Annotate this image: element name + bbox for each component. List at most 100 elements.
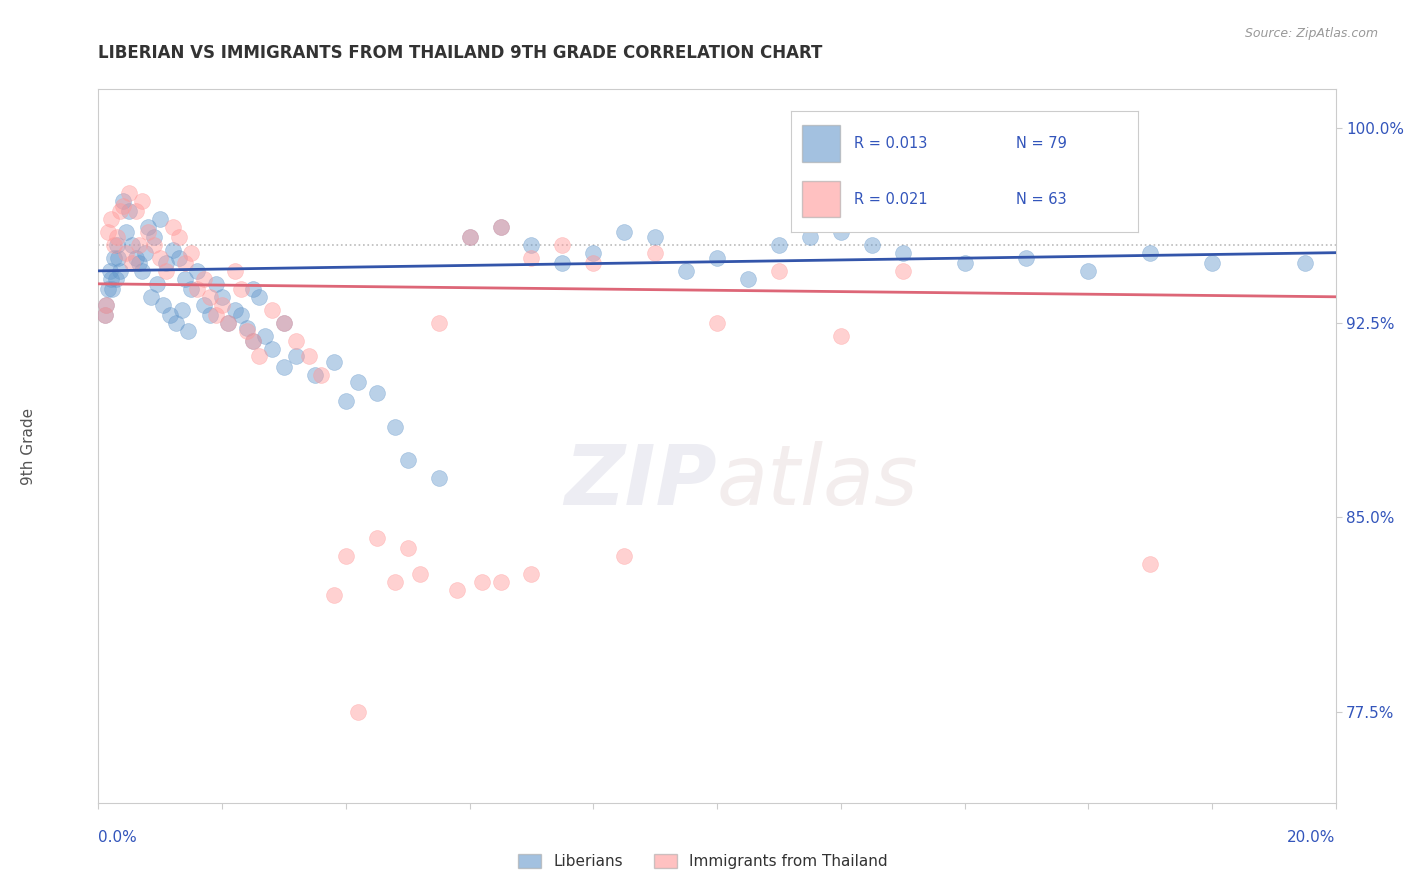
Point <box>322 588 344 602</box>
Point <box>131 264 153 278</box>
Point <box>891 264 914 278</box>
Point <box>396 541 419 556</box>
Point <box>139 290 162 304</box>
Point <box>285 334 308 348</box>
Point <box>224 264 246 278</box>
Point <box>551 238 574 252</box>
Point <box>675 264 697 278</box>
Point <box>830 225 852 239</box>
Point <box>891 245 914 260</box>
Point <box>98 264 121 278</box>
Point <box>737 271 759 285</box>
Point <box>136 219 159 234</box>
Point <box>180 282 202 296</box>
Point <box>115 225 138 239</box>
Point <box>1077 264 1099 278</box>
Point <box>396 453 419 467</box>
Point <box>103 238 125 252</box>
Point <box>242 334 264 348</box>
Point <box>1139 245 1161 260</box>
Point <box>768 238 790 252</box>
Point <box>520 238 543 252</box>
Point <box>112 199 135 213</box>
Point <box>217 316 239 330</box>
Point <box>159 308 181 322</box>
Point <box>155 256 177 270</box>
Point <box>613 549 636 564</box>
Point <box>304 368 326 382</box>
Point <box>242 334 264 348</box>
Text: Source: ZipAtlas.com: Source: ZipAtlas.com <box>1244 27 1378 40</box>
Point <box>236 324 259 338</box>
Point <box>224 302 246 317</box>
Point <box>1294 256 1316 270</box>
Point <box>706 316 728 330</box>
Point <box>115 245 138 260</box>
Point <box>180 245 202 260</box>
Point <box>193 271 215 285</box>
Point <box>107 251 129 265</box>
Point <box>124 204 146 219</box>
Point <box>236 321 259 335</box>
Point <box>131 194 153 208</box>
Point <box>193 297 215 311</box>
Point <box>124 251 146 265</box>
Point <box>335 393 357 408</box>
Point <box>205 277 228 291</box>
Point <box>97 225 120 239</box>
Text: atlas: atlas <box>717 442 918 522</box>
Point <box>309 368 332 382</box>
Point <box>93 308 115 322</box>
Point <box>105 230 128 244</box>
Point <box>1015 251 1038 265</box>
Text: ZIP: ZIP <box>564 442 717 522</box>
Point <box>1015 160 1038 174</box>
Point <box>285 350 308 364</box>
Point <box>128 238 150 252</box>
Point <box>366 385 388 400</box>
Point <box>149 251 172 265</box>
Point <box>186 282 208 296</box>
Point <box>146 277 169 291</box>
Point <box>165 316 187 330</box>
Point <box>489 575 512 590</box>
Point <box>1201 256 1223 270</box>
Point <box>582 256 605 270</box>
Point <box>768 264 790 278</box>
Point <box>167 230 190 244</box>
Point <box>177 324 200 338</box>
Point <box>644 230 666 244</box>
Point <box>347 376 370 390</box>
Point <box>322 354 344 368</box>
Point <box>211 290 233 304</box>
Text: LIBERIAN VS IMMIGRANTS FROM THAILAND 9TH GRADE CORRELATION CHART: LIBERIAN VS IMMIGRANTS FROM THAILAND 9TH… <box>98 45 823 62</box>
Point <box>94 297 117 311</box>
Point <box>644 245 666 260</box>
Point <box>260 302 283 317</box>
Point <box>118 204 141 219</box>
Point <box>136 225 159 239</box>
Point <box>706 251 728 265</box>
Point <box>97 282 120 296</box>
Point <box>205 308 228 322</box>
Point <box>427 471 450 485</box>
Point <box>198 308 221 322</box>
Text: 0.0%: 0.0% <box>98 830 138 845</box>
Point <box>273 316 295 330</box>
Point <box>112 194 135 208</box>
Point <box>155 264 177 278</box>
Point <box>93 308 115 322</box>
Point <box>260 342 283 356</box>
Point <box>198 290 221 304</box>
Point <box>427 316 450 330</box>
Legend: Liberians, Immigrants from Thailand: Liberians, Immigrants from Thailand <box>512 848 894 875</box>
Point <box>409 567 432 582</box>
Point <box>613 225 636 239</box>
Point <box>830 328 852 343</box>
Point <box>100 211 122 226</box>
Point <box>247 350 270 364</box>
Point <box>121 256 143 270</box>
Point <box>134 245 156 260</box>
Point <box>582 245 605 260</box>
Point <box>384 419 406 434</box>
